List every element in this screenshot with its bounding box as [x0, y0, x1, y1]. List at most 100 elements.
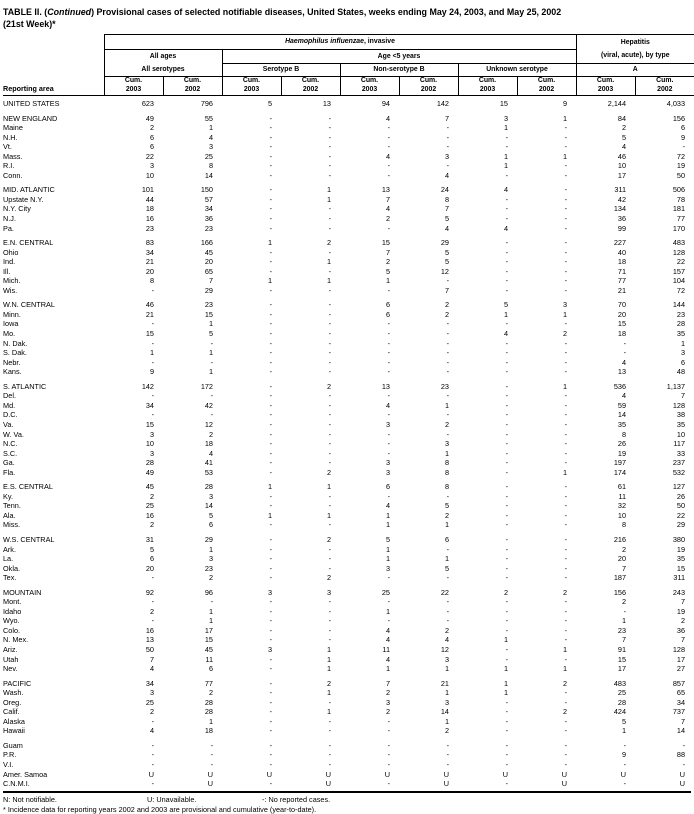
value-cell: 5: [444, 214, 449, 224]
value-cell: 506: [672, 185, 686, 195]
title-part1: TABLE II. (: [3, 7, 48, 17]
value-cell: 19: [676, 161, 686, 171]
value-cell: 49: [145, 467, 154, 477]
value-cell: 34: [204, 204, 213, 214]
table-row: N. Dak. - - - - - - - - - 1: [3, 339, 694, 349]
table-row: Ohio 34 45 - - 7 5 - - 40 128: [3, 248, 694, 258]
value-cell: -: [564, 247, 568, 257]
value-cell: -: [269, 491, 272, 501]
value-cell: -: [564, 429, 568, 439]
value-cell: -: [328, 113, 331, 123]
reporting-area-cell: Tenn.: [3, 501, 21, 511]
value-cell: -: [328, 410, 331, 420]
value-cell: -: [269, 161, 272, 171]
value-cell: -: [387, 740, 390, 750]
table-row: Minn. 21 15- -6 2 1 1 20 23: [3, 310, 694, 320]
haemophilus-italic: Haemophilus influenzae: [285, 38, 364, 45]
value-cell: -: [269, 329, 272, 339]
title-part3: ) Provisional cases of selected notifiab…: [91, 7, 562, 17]
value-cell: -: [328, 400, 331, 410]
value-cell: 4: [385, 654, 390, 664]
value-cell: 172: [200, 381, 213, 391]
value-cell: -: [328, 266, 331, 276]
reporting-area-cell: D.C.: [3, 410, 18, 420]
value-cell: 77: [676, 214, 686, 224]
table-row: Ky. 2 3 - - - - - - 11 26: [3, 492, 694, 502]
value-cell: -: [269, 554, 272, 564]
value-cell: -: [328, 300, 331, 310]
value-cell: -: [328, 520, 331, 530]
value-cell: 5: [444, 563, 449, 573]
value-cell: -: [564, 482, 568, 492]
reporting-area-cell: Ariz.: [3, 644, 18, 654]
value-cell: 12: [440, 644, 449, 654]
value-cell: 5: [267, 99, 272, 108]
value-cell: 380: [672, 534, 686, 544]
value-cell: 5: [621, 716, 627, 726]
value-cell: -: [564, 391, 568, 401]
reporting-area-cell: Calif.: [3, 707, 20, 717]
reporting-area-cell: W.S. CENTRAL: [3, 534, 55, 544]
value-cell: 20: [617, 309, 627, 319]
value-cell: -: [269, 132, 272, 142]
value-cell: -: [505, 644, 508, 654]
value-cell: -: [151, 716, 154, 726]
value-cell: -: [151, 285, 154, 295]
value-cell: 4: [208, 132, 213, 142]
value-cell: 19: [676, 544, 686, 554]
value-cell: 4: [385, 400, 390, 410]
value-cell: 2: [680, 616, 686, 626]
value-cell: 78: [676, 194, 686, 204]
value-cell: 25: [204, 151, 213, 161]
value-cell: 156: [613, 587, 627, 597]
value-cell: 16: [145, 625, 154, 635]
table-row: Ariz. 50 45 3 1 11 12-1 91 128: [3, 645, 694, 655]
value-cell: 2: [385, 214, 390, 224]
value-cell: -: [564, 338, 568, 348]
value-cell: 72: [676, 285, 686, 295]
value-cell: -: [505, 142, 508, 152]
value-cell: 2: [326, 678, 331, 688]
value-cell: 128: [672, 247, 686, 257]
value-cell: 46: [617, 151, 627, 161]
table-row: Okla. 20 23 - - 3 5 - - 7 15: [3, 564, 694, 574]
value-cell: 4: [503, 329, 508, 339]
value-cell: -: [387, 779, 390, 789]
value-cell: 19: [676, 606, 686, 616]
value-cell: 1: [208, 367, 213, 377]
value-cell: 3: [208, 142, 213, 152]
value-cell: 21: [617, 285, 627, 295]
value-cell: 22: [145, 151, 154, 161]
value-cell: 34: [676, 697, 686, 707]
value-cell: -: [505, 439, 508, 449]
value-cell: -: [269, 419, 272, 429]
value-cell: 104: [672, 276, 686, 286]
value-cell: 13: [617, 367, 627, 377]
value-cell: -: [446, 597, 449, 607]
reporting-area-cell: P.R.: [3, 750, 17, 760]
value-cell: 3: [267, 644, 272, 654]
value-cell: -: [151, 410, 154, 420]
value-cell: 25: [381, 587, 390, 597]
value-cell: 9: [621, 750, 627, 760]
value-cell: -: [328, 309, 331, 319]
table-row: Iowa - 1 - - - - - - 15 28: [3, 319, 694, 329]
value-cell: 6: [385, 482, 390, 492]
value-cell: -: [269, 309, 272, 319]
value-cell: 1: [562, 113, 568, 123]
value-cell: 13: [381, 185, 390, 195]
value-cell: 4: [385, 635, 390, 645]
value-cell: -: [328, 635, 331, 645]
value-cell: 1: [208, 544, 213, 554]
table-row: Oreg. 25 28 - - 3 3 - - 28 34: [3, 698, 694, 708]
value-cell: -: [269, 654, 272, 664]
value-cell: 1: [444, 688, 449, 698]
notifiable-diseases-table: Reporting area Haemophilus influenzae, i…: [3, 34, 694, 789]
value-cell: -: [564, 185, 568, 195]
value-cell: 6: [385, 300, 390, 310]
value-cell: 7: [444, 204, 449, 214]
value-cell: -: [269, 194, 272, 204]
value-cell: 1,137: [666, 381, 686, 391]
value-cell: -: [387, 597, 390, 607]
value-cell: -: [328, 214, 331, 224]
